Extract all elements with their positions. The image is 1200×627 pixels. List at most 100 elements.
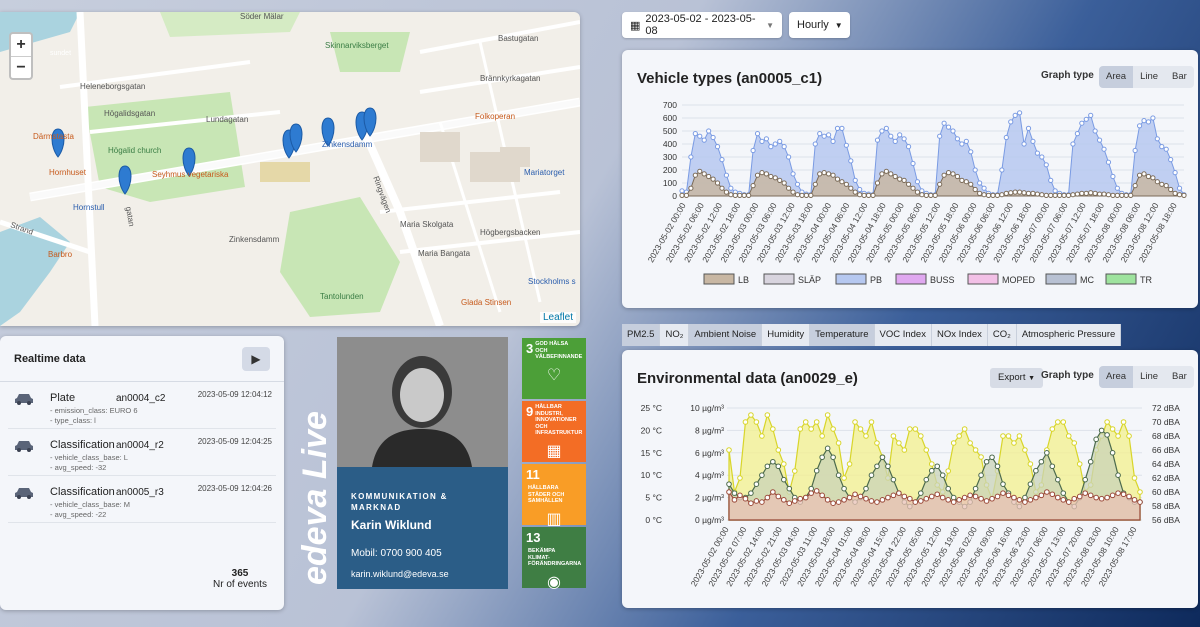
- graph-type-area[interactable]: Area: [1099, 66, 1134, 88]
- point-temperature: [939, 472, 946, 478]
- legend-item-släp[interactable]: SLÄP: [763, 273, 821, 285]
- point-pm2-5: [1126, 493, 1132, 500]
- y-tick-label: 200: [663, 165, 677, 175]
- y-tick-label: 0: [672, 191, 677, 201]
- point-pb: [763, 136, 770, 142]
- point-pm2-5: [939, 494, 946, 501]
- zoom-in-button[interactable]: +: [16, 36, 26, 53]
- y-tick-temp: 0 °C: [645, 515, 662, 525]
- legend-item-lb[interactable]: LB: [703, 273, 749, 285]
- point-lb: [848, 185, 854, 191]
- point-temperature: [868, 472, 875, 478]
- point-temperature: [934, 463, 941, 470]
- graph-type-line[interactable]: Line: [1133, 366, 1166, 388]
- point-pm2-5: [753, 498, 760, 504]
- map-label: Söder Mälar: [240, 12, 284, 21]
- graph-type-line[interactable]: Line: [1133, 66, 1166, 88]
- legend-label: SLÄP: [798, 275, 821, 285]
- point-pb: [1012, 112, 1018, 119]
- point-pb: [1008, 119, 1014, 125]
- point-pm2-5: [1071, 495, 1078, 502]
- map-label: Bastugatan: [498, 34, 539, 43]
- point-ambient-noise: [770, 426, 776, 432]
- sdg-number: 11: [526, 467, 540, 482]
- tab-voc-index[interactable]: VOC Index: [874, 324, 932, 346]
- legend-item-moped[interactable]: MOPED: [967, 273, 1036, 285]
- environmental-chart[interactable]: 25 °C 10 µg/m³ 20 °C 8 µg/m³ 15 °C 6 µg/m³ 10 …: [622, 350, 1198, 608]
- point-pm2-5: [950, 499, 957, 505]
- point-lb: [981, 192, 987, 198]
- event-type: Classification: [50, 439, 115, 451]
- tab-temperature[interactable]: Temperature: [810, 324, 875, 346]
- point-temperature: [863, 485, 869, 492]
- legend-label: LB: [738, 275, 749, 285]
- point-lb: [1110, 192, 1116, 198]
- tab-ambient-noise[interactable]: Ambient Noise: [689, 324, 763, 346]
- tab-pm2-5[interactable]: PM2.5: [622, 324, 661, 346]
- profile-email[interactable]: karin.wiklund@edeva.se: [351, 569, 449, 579]
- legend-item-mc[interactable]: MC: [1045, 273, 1094, 285]
- point-pm2-5: [1033, 494, 1039, 501]
- graph-type-bar[interactable]: Bar: [1165, 366, 1194, 388]
- point-lb: [728, 192, 734, 198]
- y-tick-noise: 70 dBA: [1152, 417, 1180, 427]
- y-tick-label: 700: [663, 100, 677, 110]
- point-ambient-noise: [791, 468, 798, 474]
- point-pb: [759, 138, 765, 145]
- point-lb: [1043, 192, 1049, 198]
- point-pm2-5: [819, 492, 825, 499]
- point-pm2-5: [802, 494, 809, 501]
- event-row[interactable]: Plate an0004_c2 2023-05-09 12:04:12 - emiss…: [8, 382, 276, 429]
- legend-item-pb[interactable]: PB: [835, 273, 882, 285]
- zoom-out-button[interactable]: −: [11, 56, 31, 78]
- map-attribution[interactable]: Leaflet: [539, 312, 576, 323]
- graph-type-area[interactable]: Area: [1099, 366, 1134, 388]
- point-ambient-noise: [896, 440, 902, 446]
- event-row[interactable]: Classificationan0005_r3 2023-05-09 12:04:…: [8, 476, 276, 523]
- tab-humidity[interactable]: Humidity: [762, 324, 811, 346]
- y-tick-noise: 66 dBA: [1152, 445, 1180, 455]
- date-range-picker[interactable]: ▦ 2023-05-02 - 2023-05-08 ▼: [622, 12, 782, 38]
- point-ambient-noise: [726, 447, 732, 453]
- play-button[interactable]: ▶: [242, 346, 270, 371]
- point-pm2-5: [781, 497, 787, 503]
- export-button[interactable]: Export ▼: [990, 368, 1044, 388]
- tab-co-[interactable]: CO₂: [987, 324, 1017, 346]
- event-device: an0004_r2: [116, 440, 164, 451]
- y-tick-noise: 68 dBA: [1152, 431, 1180, 441]
- interval-select[interactable]: Hourly ▼: [789, 12, 850, 38]
- point-temperature: [813, 467, 820, 474]
- point-pb: [963, 138, 969, 145]
- map-tiles[interactable]: [0, 12, 580, 326]
- graph-type-bar[interactable]: Bar: [1165, 66, 1194, 88]
- event-time: 2023-05-09 12:04:26: [197, 484, 272, 493]
- point-ambient-noise: [830, 426, 836, 432]
- point-pb: [1154, 136, 1160, 142]
- legend-item-tr[interactable]: TR: [1105, 273, 1152, 285]
- point-pb: [812, 141, 818, 147]
- cubes-icon: ▦: [546, 442, 562, 460]
- point-pb: [1017, 110, 1023, 116]
- point-temperature: [1033, 467, 1039, 474]
- sdg-text: HÅLLBAR INDUSTRI, INNOVATIONER OCH INFRA…: [535, 404, 583, 436]
- point-pb: [1163, 146, 1169, 152]
- tab-no-[interactable]: NO₂: [660, 324, 690, 346]
- map[interactable]: + − Söder Mälar sundet Skinnarviksberget…: [0, 12, 580, 326]
- point-pm2-5: [857, 493, 864, 500]
- point-pm2-5: [885, 494, 891, 501]
- point-pm2-5: [989, 495, 995, 502]
- point-ambient-noise: [819, 433, 825, 439]
- point-temperature: [885, 463, 891, 470]
- point-ambient-noise: [901, 447, 908, 453]
- tab-atmospheric-pressure[interactable]: Atmospheric Pressure: [1016, 324, 1122, 346]
- point-pm2-5: [759, 499, 765, 505]
- point-lb: [1008, 190, 1014, 196]
- point-pm2-5: [1044, 489, 1050, 495]
- tab-nox-index[interactable]: NOx Index: [931, 324, 988, 346]
- event-row[interactable]: Classificationan0004_r2 2023-05-09 12:04:…: [8, 429, 276, 476]
- graph-type-toggle: Area Line Bar: [1099, 366, 1194, 388]
- heart-pulse-icon: ♡: [546, 366, 562, 384]
- point-temperature: [890, 476, 897, 483]
- legend-item-buss[interactable]: BUSS: [895, 273, 955, 285]
